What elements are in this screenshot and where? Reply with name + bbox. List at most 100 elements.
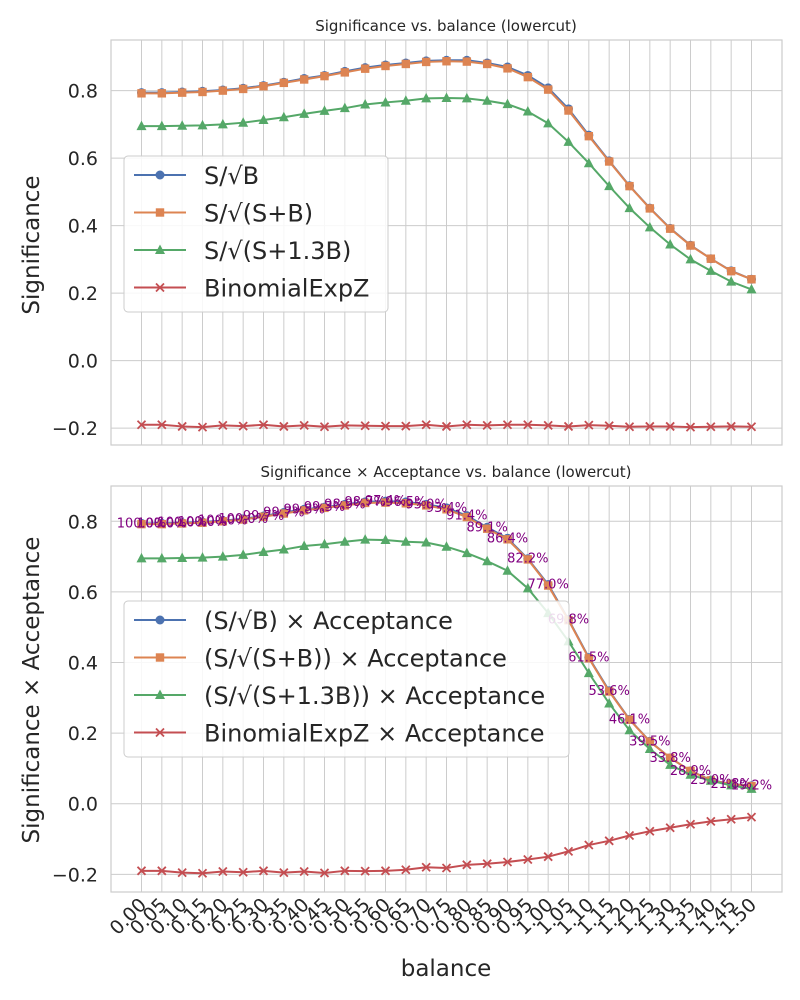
data-point (503, 535, 512, 544)
data-point-stroke-b (421, 420, 431, 430)
data-point (482, 59, 492, 69)
significance-acceptance-legend: (S/√B) × Acceptance (S/√(S+B)) × Acceptan… (123, 600, 570, 758)
data-point-stroke-b (604, 421, 614, 431)
data-point (320, 503, 329, 513)
data-point-stroke-b (218, 420, 228, 431)
data-point (604, 697, 615, 708)
acceptance-label: 39.5% (629, 734, 670, 749)
data-point (238, 84, 248, 94)
data-point (238, 867, 248, 877)
data-point (482, 555, 493, 566)
data-point (137, 519, 146, 529)
data-point-stroke-b (360, 866, 370, 876)
data-point (442, 505, 451, 514)
data-point-stroke-b (218, 866, 228, 877)
data-point (543, 420, 553, 431)
data-point (278, 111, 289, 122)
data-point-stroke-b (746, 812, 757, 822)
data-point (299, 108, 310, 118)
acceptance-label: 21.8% (711, 777, 752, 792)
data-point (380, 866, 391, 876)
data-point (421, 862, 431, 872)
data-point (177, 552, 188, 563)
acceptance-label: 19.2% (731, 779, 772, 794)
y-tick-label: 0.8 (68, 81, 98, 103)
legend-label: (S/√B) × Acceptance (204, 607, 453, 635)
data-point (157, 519, 167, 529)
data-point (441, 863, 452, 873)
data-point (746, 283, 757, 294)
significance-series (136, 55, 757, 432)
y-tick-label: 0.6 (68, 148, 98, 170)
data-point (360, 866, 370, 876)
legend-marker (155, 615, 165, 625)
acceptance-label: 99.8% (284, 502, 325, 517)
data-point-stroke-b (523, 420, 533, 430)
significance-plot-frame (110, 39, 783, 446)
data-point (340, 420, 350, 431)
data-point-stroke-b (380, 421, 391, 431)
data-point (523, 420, 533, 430)
significance-legend: S/√B S/√(S+B) S/√(S+1.3B) BinomialExpZ (123, 155, 389, 313)
data-point-stroke-b (299, 420, 309, 431)
data-point (503, 64, 512, 73)
legend-label: (S/√(S+1.3B)) × Acceptance (204, 682, 545, 710)
data-point (136, 420, 147, 430)
data-point (502, 420, 513, 430)
legend-marker (155, 727, 165, 738)
data-point (401, 421, 411, 431)
data-point (258, 114, 269, 124)
legend-label: BinomialExpZ × Acceptance (204, 720, 545, 748)
acceptance-label: 25.0% (690, 773, 731, 788)
legend-label: (S/√(S+B)) × Acceptance (204, 645, 507, 673)
acceptance-label: 86.4% (487, 531, 528, 546)
data-point (482, 859, 492, 869)
data-point-stroke-b (441, 863, 452, 873)
significance-acceptance-y-ticks: −0.2 0.0 0.2 0.4 0.6 0.8 (52, 511, 98, 886)
acceptance-label: 100.0% (137, 516, 187, 531)
data-point (136, 866, 147, 876)
legend-label: S/√(S+1.3B) (204, 237, 351, 265)
data-point (746, 422, 757, 432)
data-point-stroke-b (380, 866, 391, 876)
data-point-stroke-b (624, 422, 635, 432)
data-point (279, 78, 289, 88)
legend-marker-stroke-b (155, 282, 165, 293)
data-point (177, 867, 187, 878)
data-point (543, 85, 553, 94)
data-point (644, 743, 655, 754)
data-point (726, 266, 736, 276)
data-point (177, 120, 188, 130)
legend-marker (155, 689, 165, 699)
data-point (645, 737, 655, 746)
data-point (136, 552, 147, 563)
data-point (360, 64, 370, 73)
data-point (462, 57, 472, 66)
data-point-stroke-b (726, 814, 736, 824)
data-point (137, 89, 146, 98)
data-point-stroke-b (543, 852, 553, 862)
data-point (177, 421, 187, 432)
data-point (279, 867, 289, 878)
data-point (198, 87, 207, 97)
data-point (502, 857, 513, 867)
data-point (523, 72, 533, 82)
data-point (685, 769, 696, 779)
data-point (258, 546, 269, 557)
data-point (380, 96, 391, 107)
data-point (543, 117, 554, 128)
data-point (156, 120, 167, 131)
data-point (645, 204, 655, 213)
data-point-stroke-b (319, 868, 330, 878)
legend-label: S/√(S+B) (204, 200, 313, 228)
significance-acceptance-plot-frame (110, 485, 783, 893)
data-point (502, 98, 513, 109)
data-point (624, 202, 635, 213)
legend-marker (155, 208, 165, 217)
data-point-stroke-b (136, 420, 147, 430)
data-point-stroke-b (706, 816, 716, 827)
data-point (604, 157, 614, 166)
data-point (726, 276, 737, 286)
data-point (258, 866, 269, 876)
data-point (706, 816, 716, 827)
